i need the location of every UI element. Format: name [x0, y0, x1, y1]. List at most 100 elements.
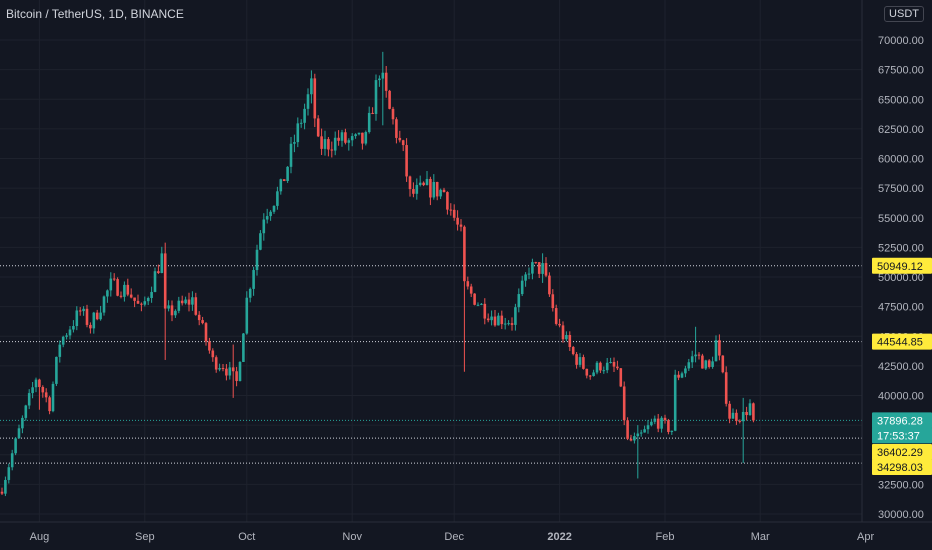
candle: [180, 295, 184, 306]
chart-grid: [0, 0, 867, 522]
candle: [490, 310, 493, 326]
candle: [150, 286, 153, 303]
y-tick-label: 57500.00: [878, 183, 924, 195]
candle: [741, 397, 745, 464]
candle: [157, 264, 160, 274]
level-label: 44544.85: [877, 337, 923, 349]
candle: [170, 300, 174, 322]
last-price-label: 37896.28: [877, 415, 923, 427]
y-tick-label: 30000.00: [878, 509, 924, 521]
candle: [707, 359, 711, 369]
candle: [85, 304, 89, 328]
candle: [401, 139, 405, 152]
candle: [418, 175, 422, 187]
candle: [187, 292, 191, 312]
candle: [680, 371, 684, 379]
countdown-label-bg: [872, 427, 932, 444]
candle: [106, 289, 109, 303]
candle: [629, 434, 633, 442]
y-tick-label: 47500.00: [878, 302, 924, 314]
candle: [687, 358, 691, 372]
candle: [72, 320, 75, 333]
candle: [503, 317, 507, 330]
candle: [527, 267, 531, 280]
candle: [374, 74, 378, 121]
candle: [476, 302, 480, 307]
candle: [231, 344, 235, 398]
candle: [82, 306, 85, 316]
candle: [357, 132, 361, 136]
candle: [653, 415, 657, 425]
candle: [439, 188, 442, 200]
candle: [255, 244, 259, 276]
x-tick-label: Apr: [857, 531, 874, 543]
candle: [670, 430, 674, 435]
candle: [619, 368, 623, 388]
candle: [197, 311, 201, 326]
currency-button[interactable]: USDT: [884, 6, 924, 22]
candle: [303, 103, 306, 130]
candle: [354, 133, 357, 139]
candle: [626, 417, 629, 441]
candle: [116, 277, 119, 297]
candle: [561, 321, 565, 343]
candle: [293, 134, 296, 153]
candle: [27, 389, 31, 410]
candle: [711, 356, 714, 369]
candle: [75, 306, 79, 331]
candle: [61, 335, 65, 348]
candle: [500, 310, 504, 330]
candle: [367, 106, 371, 134]
candle: [259, 230, 262, 251]
candle: [752, 402, 755, 423]
candle: [517, 288, 521, 313]
candle: [622, 381, 626, 426]
candle: [395, 117, 398, 144]
level-label-bg: [872, 257, 932, 274]
candle: [68, 326, 72, 340]
candle: [95, 309, 99, 321]
candle: [384, 66, 388, 98]
candle: [449, 203, 453, 216]
candle: [469, 283, 473, 298]
candle: [102, 295, 106, 316]
candle: [89, 322, 92, 334]
candle: [327, 137, 330, 157]
candle: [585, 368, 589, 379]
candle: [58, 340, 62, 363]
candle: [531, 258, 534, 280]
candle: [731, 408, 735, 419]
candle: [262, 213, 266, 241]
candle: [588, 375, 592, 380]
candle: [425, 171, 429, 186]
candle: [242, 332, 245, 363]
candle: [718, 334, 721, 361]
candle: [245, 291, 249, 335]
candle: [582, 354, 585, 370]
candle: [466, 276, 470, 290]
candle: [41, 385, 45, 398]
candle: [422, 181, 425, 187]
candle: [225, 364, 228, 381]
candle: [167, 300, 170, 312]
candle: [378, 75, 381, 87]
candle: [510, 317, 514, 331]
candle: [10, 449, 14, 471]
candle: [721, 355, 725, 374]
candle: [442, 187, 446, 193]
candle: [381, 51, 385, 126]
level-labels: 50949.12 44544.85 36402.29 34298.03 37896.28…: [872, 257, 932, 475]
candle: [44, 388, 48, 403]
candle: [714, 335, 718, 362]
candle: [544, 257, 548, 278]
countdown-label: 17:53:37: [877, 430, 920, 442]
level-label-bg: [872, 333, 932, 350]
candle: [48, 395, 51, 415]
candle: [408, 175, 412, 197]
candle: [4, 476, 7, 497]
candle: [650, 418, 653, 427]
candle: [55, 356, 58, 387]
candle: [21, 415, 24, 434]
candle: [592, 369, 595, 377]
